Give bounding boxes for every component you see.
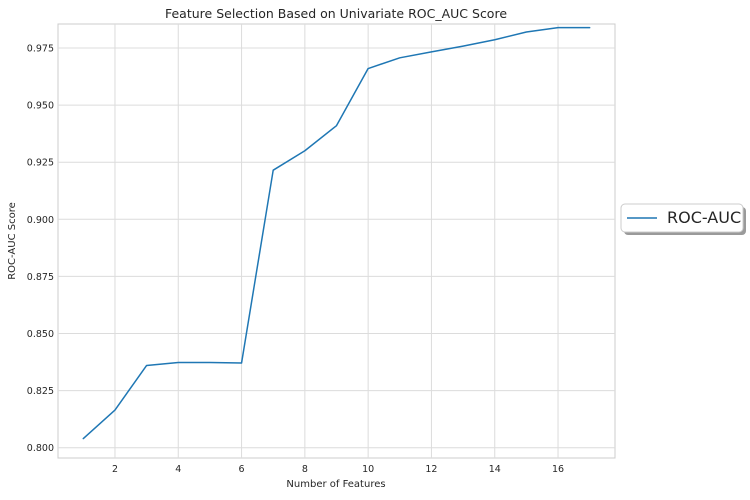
data-point (398, 56, 401, 59)
data-point (335, 124, 338, 127)
y-tick-label: 0.800 (27, 443, 54, 454)
x-gridlines (114, 24, 559, 458)
data-point (430, 50, 433, 53)
plot-area (57, 23, 616, 459)
legend-label-roc-auc: ROC-AUC (667, 208, 741, 227)
y-tick-label: 0.975 (27, 43, 54, 54)
y-axis-label: ROC-AUC Score (7, 202, 18, 280)
legend: ROC-AUC (620, 203, 746, 235)
data-point (525, 30, 528, 33)
x-tick-label: 8 (302, 464, 308, 475)
x-tick-label: 6 (239, 464, 245, 475)
data-point (240, 361, 243, 364)
data-point (208, 361, 211, 364)
data-point (493, 38, 496, 41)
data-point (113, 409, 116, 412)
data-point (367, 67, 370, 70)
chart-title: Feature Selection Based on Univariate RO… (165, 6, 507, 21)
x-tick-label: 2 (112, 464, 118, 475)
data-point (303, 149, 306, 152)
data-point (588, 26, 591, 29)
y-gridlines (58, 47, 615, 449)
data-point (145, 364, 148, 367)
data-point (557, 26, 560, 29)
data-point (82, 437, 85, 440)
y-tick-label: 0.950 (27, 101, 54, 112)
y-tick-label: 0.900 (27, 215, 54, 226)
series-group (82, 26, 591, 440)
x-tick-label: 14 (489, 464, 501, 475)
data-point (177, 361, 180, 364)
y-tick-label: 0.925 (27, 158, 54, 169)
y-tick-label: 0.825 (27, 386, 54, 397)
x-tick-labels: 2 4 6 8 10 12 14 16 (112, 464, 564, 475)
data-point (272, 169, 275, 172)
x-tick-label: 16 (552, 464, 564, 475)
y-tick-label: 0.850 (27, 329, 54, 340)
legend-box (620, 203, 744, 233)
x-tick-label: 4 (175, 464, 181, 475)
series-line-roc-auc (82, 26, 591, 440)
y-tick-label: 0.875 (27, 272, 54, 283)
x-axis-label: Number of Features (286, 479, 385, 490)
x-tick-label: 12 (425, 464, 437, 475)
y-tick-labels: 0.800 0.825 0.850 0.875 0.900 0.925 0.950 0.975 (27, 43, 54, 454)
plot-frame (57, 23, 616, 459)
x-tick-label: 10 (362, 464, 374, 475)
data-point (462, 45, 465, 48)
